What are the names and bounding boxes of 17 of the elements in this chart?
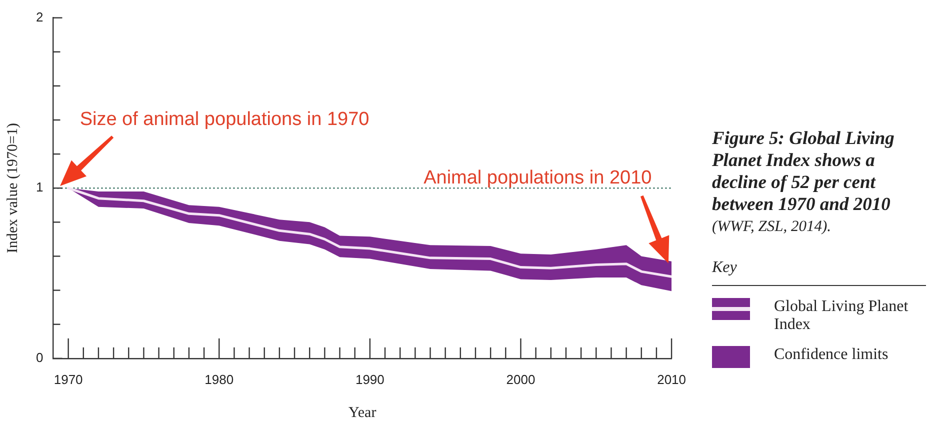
- x-tick-label: 1970: [54, 372, 83, 387]
- y-tick-label: 0: [36, 350, 44, 365]
- y-tick-label: 1: [36, 180, 44, 195]
- y-axis-title: Index value (1970=1): [4, 123, 21, 254]
- x-tick-label: 1990: [355, 372, 384, 387]
- legend-label: Global Living Planet Index: [774, 298, 910, 334]
- x-tick-label: 2000: [506, 372, 536, 387]
- legend-label: Confidence limits: [774, 346, 888, 364]
- annotation: Animal populations in 2010: [424, 167, 652, 188]
- annotation: Size of animal populations in 1970: [80, 109, 370, 130]
- y-tick-label: 2: [36, 9, 44, 24]
- x-tick-label: 1980: [204, 372, 234, 387]
- text: Figure 5: Global Living Planet Index shows a decline of 52 per cent between 1970 and 2010: [712, 128, 896, 216]
- x-axis-title: Year: [348, 404, 376, 421]
- text: (WWF, ZSL, 2014).: [712, 217, 832, 237]
- legend-title: Key: [712, 259, 926, 286]
- x-tick-label: 2010: [657, 372, 686, 387]
